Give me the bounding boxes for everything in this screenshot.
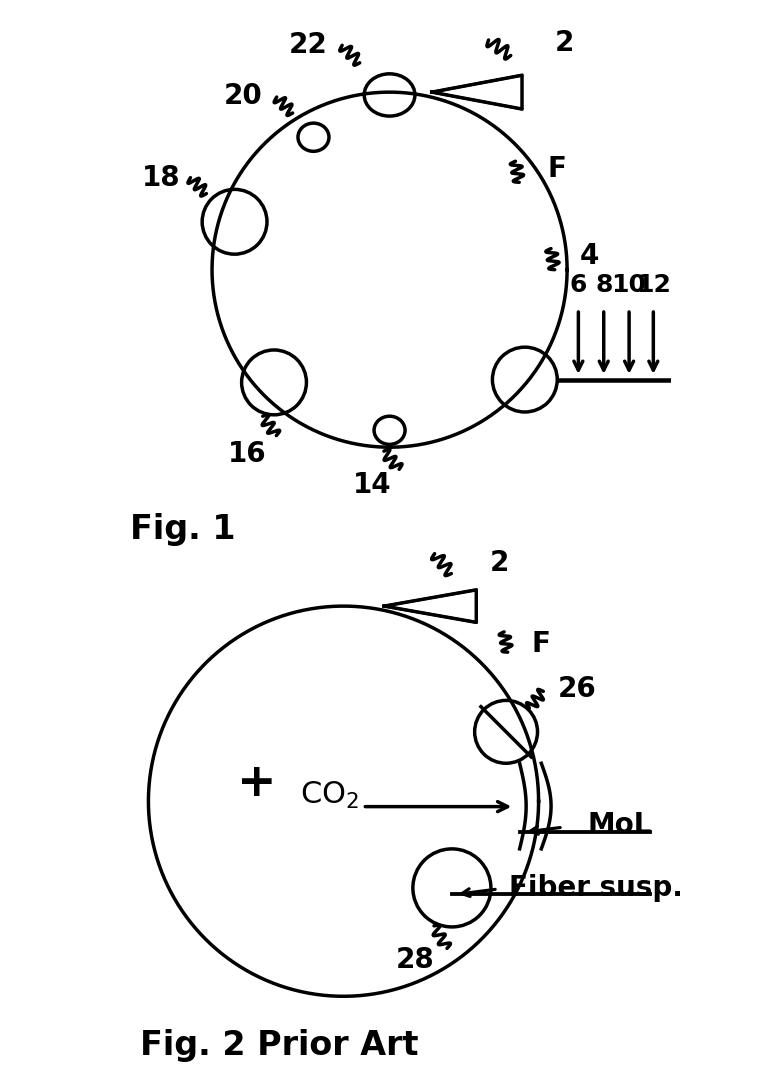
Text: F: F bbox=[548, 155, 566, 183]
Text: 2: 2 bbox=[489, 548, 509, 576]
Text: 10: 10 bbox=[612, 273, 647, 297]
Text: 22: 22 bbox=[288, 31, 327, 60]
Text: 26: 26 bbox=[558, 675, 596, 703]
Text: F: F bbox=[531, 629, 550, 657]
Text: 20: 20 bbox=[224, 81, 263, 109]
Text: 8: 8 bbox=[595, 273, 612, 297]
Text: MoL: MoL bbox=[587, 810, 652, 838]
Text: Fig. 1: Fig. 1 bbox=[130, 513, 236, 546]
Text: Fiber susp.: Fiber susp. bbox=[509, 873, 682, 901]
Text: 2: 2 bbox=[555, 29, 574, 57]
Text: Fig. 2 Prior Art: Fig. 2 Prior Art bbox=[140, 1029, 418, 1061]
Text: 18: 18 bbox=[142, 164, 181, 192]
Text: 14: 14 bbox=[354, 470, 392, 498]
Text: CO$_2$: CO$_2$ bbox=[300, 780, 359, 810]
Text: 12: 12 bbox=[636, 273, 671, 297]
Text: 28: 28 bbox=[397, 945, 435, 974]
Text: 16: 16 bbox=[228, 440, 266, 468]
Text: +: + bbox=[237, 760, 277, 805]
Text: 4: 4 bbox=[580, 243, 599, 271]
Text: 6: 6 bbox=[569, 273, 587, 297]
